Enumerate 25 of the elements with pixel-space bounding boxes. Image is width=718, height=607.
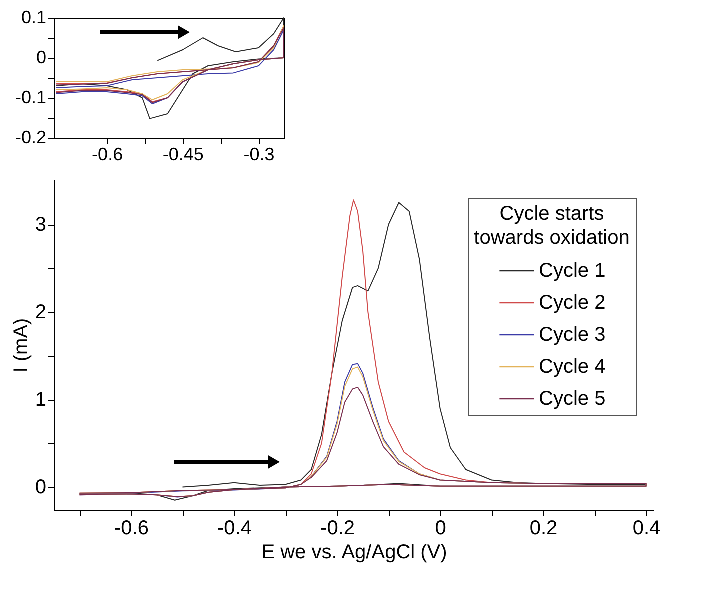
legend-title: Cycle starts towards oxidation [474,203,630,249]
x-tick-label: -0.6 [114,518,149,540]
x-tick-label: 0.4 [632,518,661,540]
y-tick-label: 0 [35,476,46,499]
x-axis-title: E we vs. Ag/AgCl (V) [262,542,448,564]
y-tick-label: 0 [36,48,46,68]
x-tick-label: -0.4 [218,518,252,540]
x-tick-label: 0.2 [530,518,558,540]
legend-label: Cycle 5 [539,388,606,410]
x-tick-label: -0.2 [320,518,355,540]
x-tick-label: 0 [435,518,446,540]
legend-label: Cycle 4 [539,356,606,378]
y-tick-label: -0.1 [15,88,46,108]
legend-label: Cycle 2 [539,292,606,314]
legend-label: Cycle 1 [539,260,606,282]
x-tick-label: -0.3 [244,144,275,164]
y-tick-label: 3 [35,214,46,236]
x-tick-label: -0.45 [162,144,204,164]
y-tick-label: 1 [35,389,46,412]
y-tick-label: -0.2 [15,128,46,148]
y-tick-label: 0.1 [21,8,46,28]
y-tick-label: 2 [35,302,46,324]
x-tick-label: -0.6 [92,144,124,164]
legend-label: Cycle 3 [539,324,606,346]
y-axis-title: I (mA) [10,318,32,373]
